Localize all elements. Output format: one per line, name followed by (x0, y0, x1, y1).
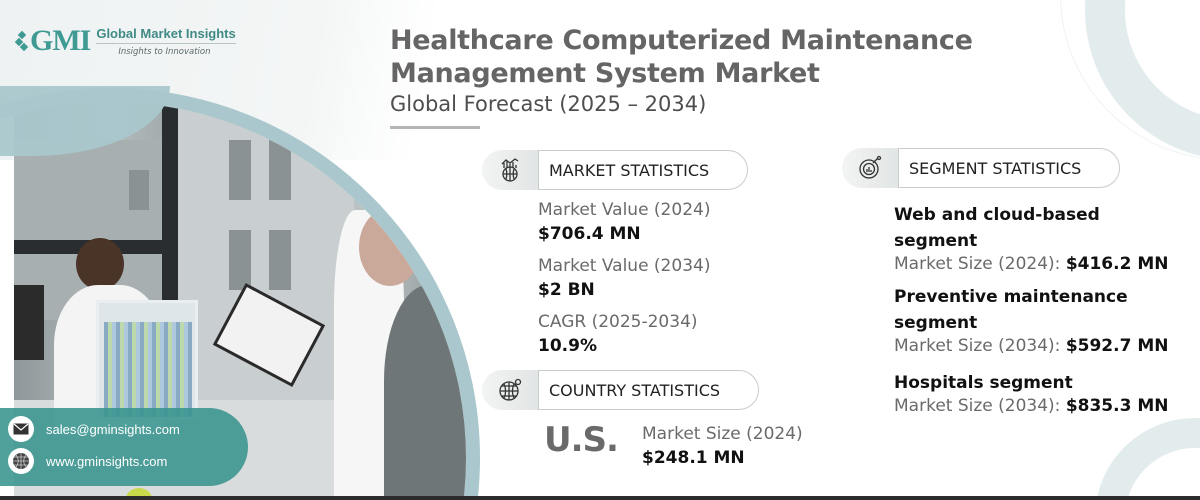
brand-name: Global Market Insights (96, 26, 236, 44)
segment-statistics-title: SEGMENT STATISTICS (898, 148, 1121, 188)
envelope-icon (8, 416, 34, 442)
globe-icon (8, 448, 34, 474)
segment-statistics-header: SEGMENT STATISTICS (842, 148, 1121, 188)
cagr-value: 10.9% (538, 336, 597, 356)
market-value-2024: $706.4 MN (538, 224, 641, 244)
market-value-2034: $2 BN (538, 280, 595, 300)
country-statistics-title: COUNTRY STATISTICS (538, 370, 760, 410)
title-line-2: Management System Market (390, 58, 820, 89)
country-statistics-header: COUNTRY STATISTICS (482, 370, 760, 410)
contact-panel: sales@gminsights.com www.gminsights.com (0, 408, 248, 486)
segment-1-size: Market Size (2024): $416.2 MN (894, 254, 1169, 274)
title-line-1: Healthcare Computerized Maintenance (390, 25, 973, 56)
segment-3-size: Market Size (2034): $835.3 MN (894, 396, 1169, 416)
globe-pin-icon (482, 370, 538, 410)
target-chart-icon (842, 148, 898, 188)
market-value-2024-label: Market Value (2024) (538, 200, 711, 220)
contact-email-row[interactable]: sales@gminsights.com (8, 416, 180, 442)
logo-mark: GMI (14, 24, 91, 58)
page-subtitle: Global Forecast (2025 – 2034) (390, 92, 707, 116)
brand-tagline: Insights to Innovation (118, 46, 211, 57)
decorative-ring-bottom-right (1095, 418, 1200, 500)
segment-3-name: Hospitals segment (894, 373, 1073, 393)
gmi-logo: GMI Global Market Insights Insights to I… (14, 24, 236, 58)
country-market-size-label: Market Size (2024) (642, 424, 803, 444)
bottom-border (0, 496, 1200, 500)
segment-2-size: Market Size (2034): $592.7 MN (894, 336, 1169, 356)
market-value-2034-label: Market Value (2034) (538, 256, 711, 276)
contact-website-row[interactable]: www.gminsights.com (8, 448, 167, 474)
page-title: Healthcare Computerized Maintenance Mana… (390, 24, 1010, 90)
country-code: U.S. (544, 420, 619, 460)
diamond-dots-icon (14, 30, 29, 52)
market-statistics-header: MARKET STATISTICS (482, 150, 749, 190)
segment-1-name: Web and cloud-based segment (894, 205, 1100, 251)
segment-2-name: Preventive maintenance segment (894, 287, 1128, 333)
logo-mark-text: GMI (30, 24, 91, 57)
contact-website[interactable]: www.gminsights.com (46, 453, 168, 469)
market-statistics-title: MARKET STATISTICS (538, 150, 749, 190)
title-divider (390, 126, 480, 129)
cagr-label: CAGR (2025-2034) (538, 312, 698, 332)
globe-chart-icon (482, 150, 538, 190)
country-market-size-value: $248.1 MN (642, 448, 745, 468)
contact-email[interactable]: sales@gminsights.com (46, 421, 180, 437)
